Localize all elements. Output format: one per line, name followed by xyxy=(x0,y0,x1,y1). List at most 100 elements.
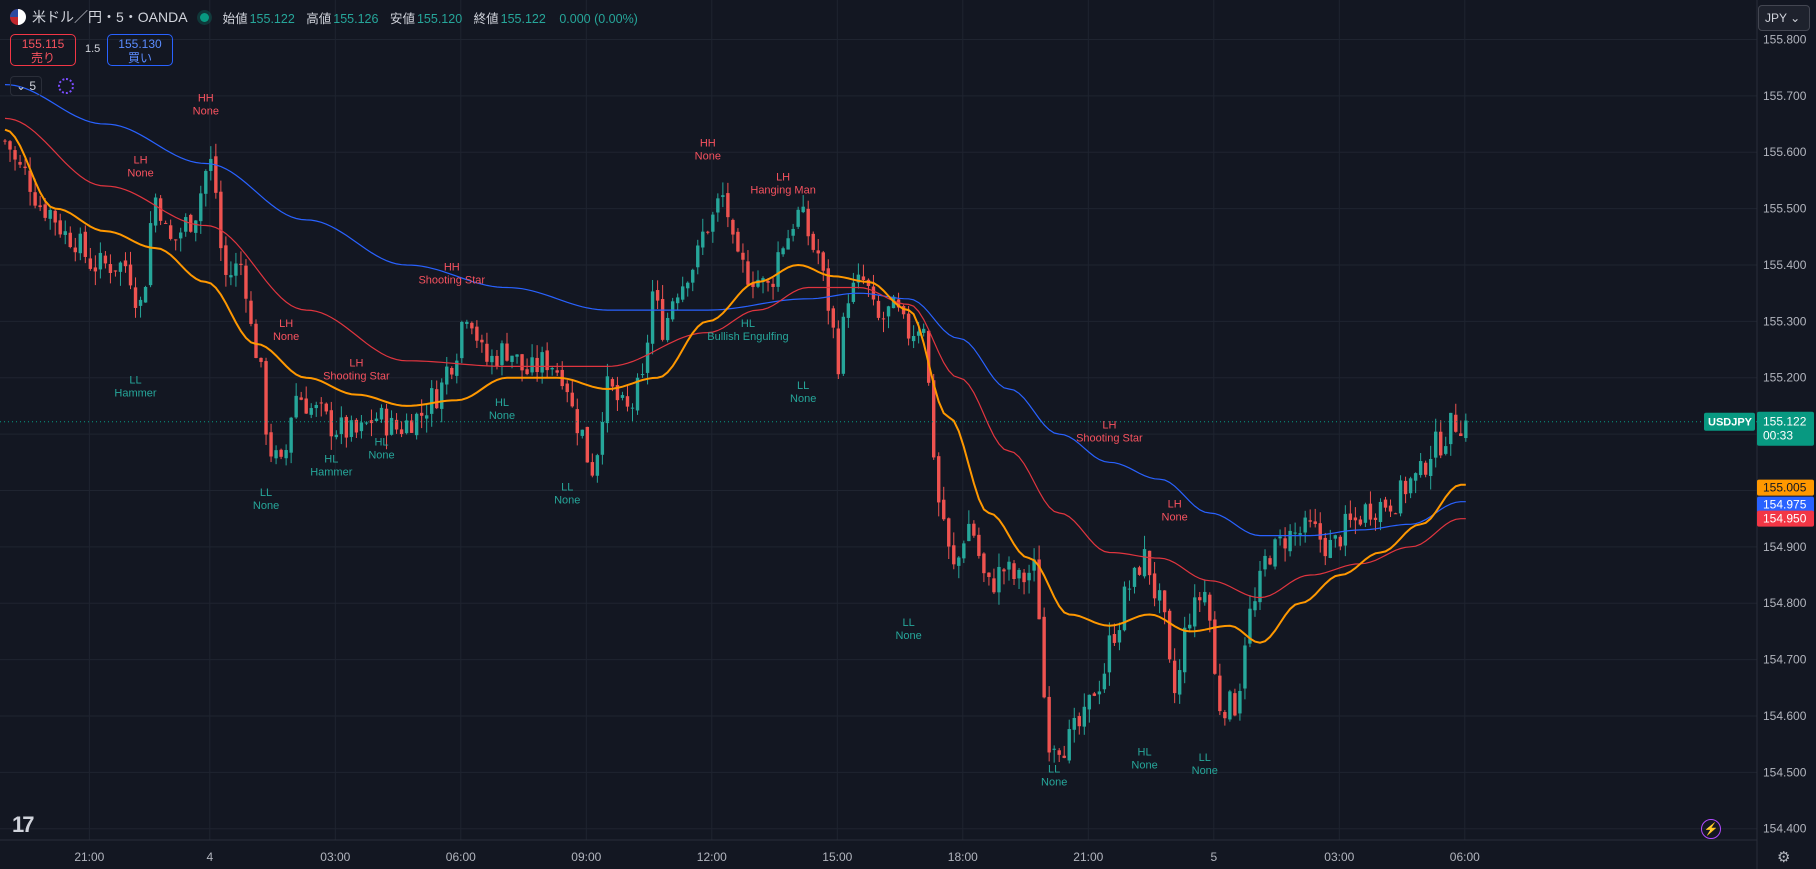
candle-body xyxy=(580,429,584,436)
candle-body xyxy=(1408,478,1413,494)
candle-body xyxy=(1449,412,1453,445)
candle-body xyxy=(465,321,469,324)
candle-body xyxy=(992,578,996,593)
candle-body xyxy=(635,377,640,411)
x-tick-label: 03:00 xyxy=(320,850,350,864)
lightning-icon[interactable]: ⚡ xyxy=(1701,819,1721,839)
candle-body xyxy=(168,225,173,239)
x-tick-label: 21:00 xyxy=(1073,850,1103,864)
candle-body xyxy=(1268,558,1272,565)
buy-button[interactable]: 155.130 買い xyxy=(107,34,173,66)
candle-body xyxy=(610,379,615,387)
x-tick-label: 06:00 xyxy=(1450,850,1480,864)
candle-body xyxy=(972,523,976,536)
sell-label: 売り xyxy=(30,51,55,65)
candle-body xyxy=(1142,549,1147,577)
candle-body xyxy=(299,397,303,400)
candle-body xyxy=(163,222,168,224)
candle-body xyxy=(93,267,98,272)
candle-body xyxy=(1333,535,1337,539)
swing-label: LL xyxy=(1048,763,1060,775)
candle-body xyxy=(1137,567,1142,575)
pattern-label: None xyxy=(273,331,299,343)
last-price-tag xyxy=(1757,411,1814,446)
candle-body xyxy=(8,141,12,150)
candle-body xyxy=(826,268,830,311)
y-tick-label: 155.700 xyxy=(1763,89,1807,103)
x-tick-label: 21:00 xyxy=(74,850,104,864)
pattern-label: None xyxy=(895,630,921,642)
candle-body xyxy=(660,298,665,340)
sell-button[interactable]: 155.115 売り xyxy=(10,34,76,66)
currency-button[interactable]: JPY ⌄ xyxy=(1758,5,1810,31)
swing-label: HH xyxy=(700,138,716,150)
candle-body xyxy=(153,197,158,226)
gear-icon[interactable]: ⚙ xyxy=(1777,849,1791,866)
candle-body xyxy=(731,219,735,235)
candle-body xyxy=(1183,627,1187,673)
candle-body xyxy=(339,417,344,435)
candle-body xyxy=(1258,570,1262,603)
candle-body xyxy=(1283,538,1287,549)
x-tick-label: 12:00 xyxy=(697,850,727,864)
ma-slow-line xyxy=(4,84,1466,537)
pattern-label: None xyxy=(1131,759,1157,771)
candle-body xyxy=(675,297,680,304)
candle-body xyxy=(500,343,504,366)
candle-body xyxy=(1303,517,1307,533)
candle-body xyxy=(319,402,323,404)
candle-body xyxy=(1464,420,1468,439)
candle-body xyxy=(184,217,188,232)
candle-body xyxy=(404,420,409,434)
swing-label: LL xyxy=(902,617,914,629)
candle-body xyxy=(379,407,384,420)
candle-body xyxy=(1223,712,1227,719)
candle-body xyxy=(1208,594,1212,621)
candle-body xyxy=(957,557,961,566)
candle-body xyxy=(1157,590,1162,601)
candle-body xyxy=(746,261,750,285)
pattern-label: None xyxy=(253,500,279,512)
candle-body xyxy=(1358,519,1363,525)
y-tick-label: 154.600 xyxy=(1763,709,1807,723)
swing-label: LH xyxy=(1102,419,1116,431)
candle-body xyxy=(997,566,1001,593)
candle-body xyxy=(575,409,579,434)
pattern-label: Shooting Star xyxy=(418,275,485,287)
candle-body xyxy=(229,275,233,278)
tradingview-logo[interactable]: 17 xyxy=(12,812,35,837)
candle-body xyxy=(58,220,62,235)
candle-body xyxy=(1343,513,1348,546)
candle-body xyxy=(776,252,780,287)
candle-body xyxy=(409,420,414,433)
usd-jpy-flag-icon xyxy=(10,9,26,25)
candle-body xyxy=(751,282,755,287)
candle-body xyxy=(881,318,886,320)
interval-label: 5 xyxy=(29,79,37,93)
candle-body xyxy=(78,233,82,254)
x-tick-label: 06:00 xyxy=(446,850,476,864)
swing-label: LH xyxy=(1168,498,1182,510)
y-tick-label: 154.500 xyxy=(1763,765,1807,779)
candle-body xyxy=(1298,533,1302,535)
candle-body xyxy=(1057,750,1061,755)
candle-body xyxy=(1328,539,1332,558)
candle-body xyxy=(239,263,243,265)
candle-body xyxy=(173,239,178,241)
candle-body xyxy=(1444,446,1448,454)
candle-body xyxy=(510,355,514,362)
candle-body xyxy=(1428,459,1433,477)
candle-body xyxy=(1338,536,1343,547)
candle-body xyxy=(1263,555,1267,570)
interval-toggle[interactable]: ⌄ 5 xyxy=(10,76,42,96)
symbol-title[interactable]: 米ドル／円・5・OANDA xyxy=(32,9,188,25)
candle-body xyxy=(1112,634,1117,643)
open-value: 155.122 xyxy=(249,11,295,26)
candle-body xyxy=(1172,660,1177,694)
candle-body xyxy=(48,209,52,219)
candle-body xyxy=(801,206,805,213)
close-label: 終値 xyxy=(473,11,499,26)
indicator-settings-icon[interactable] xyxy=(58,78,74,94)
candle-body xyxy=(1188,624,1192,629)
